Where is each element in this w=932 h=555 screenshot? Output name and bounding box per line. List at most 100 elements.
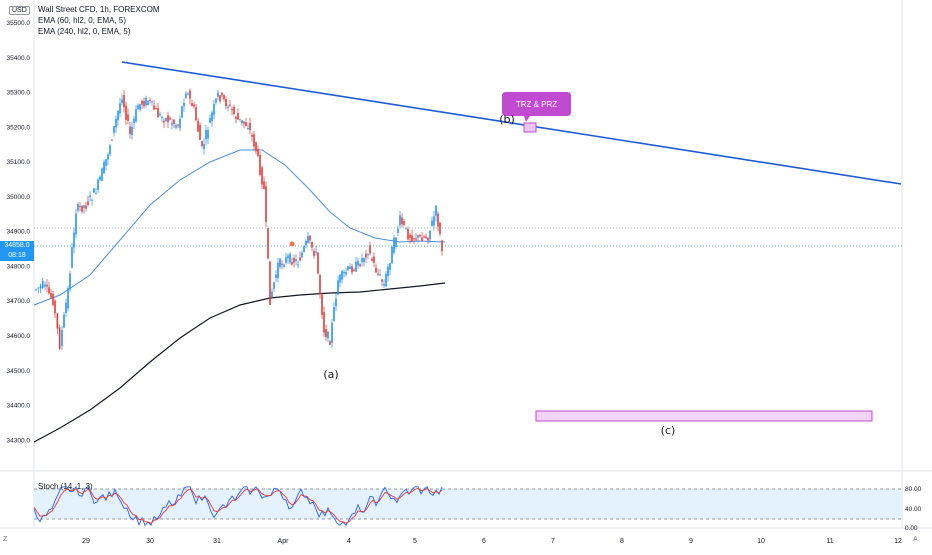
candle-body: [87, 201, 89, 205]
candle-body: [377, 273, 379, 275]
candle-body: [61, 330, 63, 347]
candle-body: [145, 97, 147, 106]
time-tick-label: 5: [413, 538, 417, 545]
stoch-d-line: [33, 487, 443, 524]
candle-body: [159, 113, 161, 116]
symbol-title: Wall Street CFD, 1h, FOREXCOM: [38, 5, 160, 14]
candle-body: [297, 264, 299, 266]
candle-body: [279, 258, 281, 268]
candle-body: [67, 288, 69, 309]
price-tick-label: 34700.0: [7, 298, 31, 305]
candle-body: [287, 255, 289, 259]
price-tick-label: 35300.0: [7, 90, 31, 97]
currency-tag[interactable]: USD: [9, 6, 30, 15]
price-tick-label: 34600.0: [7, 333, 31, 340]
candle-body: [205, 130, 207, 140]
candle-body: [391, 246, 393, 264]
candle-body: [345, 272, 347, 275]
candle-body: [97, 179, 99, 190]
candle-body: [347, 266, 349, 270]
candle-body: [151, 101, 153, 103]
candle-body: [125, 105, 127, 120]
candle-body: [311, 242, 313, 248]
candle-body: [389, 263, 391, 270]
candle-body: [113, 126, 115, 133]
time-tick-label: 30: [146, 538, 154, 545]
candle-body: [163, 120, 165, 123]
candle-body: [48, 287, 50, 294]
candle-body: [439, 222, 441, 234]
candle-body: [373, 256, 375, 263]
stoch-band: [34, 489, 902, 519]
candle-body: [283, 264, 285, 267]
candle-body: [319, 275, 321, 295]
candle-body: [169, 117, 171, 120]
candle-body: [107, 154, 109, 160]
candle-body: [333, 307, 335, 321]
candle-body: [217, 92, 219, 97]
candle-body: [177, 124, 179, 126]
candle-body: [225, 99, 227, 107]
candle-body: [147, 100, 149, 105]
time-tick-label: 31: [213, 538, 221, 545]
time-tick-label: 4: [347, 538, 351, 545]
candle-body: [351, 266, 353, 273]
corner-right[interactable]: A: [913, 536, 918, 543]
price-pane: [34, 0, 902, 470]
candle-body: [271, 291, 273, 298]
candle-body: [419, 235, 421, 237]
candle-body: [119, 103, 121, 114]
candle-body: [219, 95, 221, 102]
callout-text: TRZ & PRZ: [516, 100, 557, 109]
candle-body: [115, 118, 117, 128]
candle-body: [153, 105, 155, 110]
candle-body: [46, 284, 48, 287]
candle-body: [105, 159, 107, 166]
time-axis: 29 30 31 Apr 4 5 6 7 8 9 10 11 12: [82, 538, 902, 545]
candle-body: [291, 262, 293, 265]
candle-body: [193, 104, 195, 107]
signal-dot: [289, 241, 295, 247]
candle-body: [327, 331, 329, 339]
candle-body: [335, 298, 337, 307]
time-tick-label: 12: [894, 538, 902, 545]
candle-body: [331, 322, 333, 343]
candle-body: [441, 240, 443, 252]
candle-body: [131, 126, 133, 136]
candle-body: [201, 141, 203, 146]
candle-body: [185, 93, 187, 99]
last-price-value: 34858.0: [4, 242, 30, 249]
candle-body: [367, 254, 369, 256]
price-tick-label: 34300.0: [7, 437, 31, 444]
candle-body: [365, 253, 367, 258]
candle-body: [289, 253, 291, 263]
candle-body: [93, 188, 95, 193]
candle-body: [421, 237, 423, 242]
candle-body: [181, 106, 183, 118]
candle-body: [403, 221, 405, 225]
candle-body: [227, 106, 229, 108]
candle-body: [245, 122, 247, 127]
candle-body: [56, 313, 59, 329]
candle-body: [95, 193, 97, 195]
corner-left[interactable]: Z: [3, 536, 8, 543]
candle-body: [425, 236, 427, 238]
candle-body: [121, 99, 123, 103]
candle-body: [359, 264, 361, 267]
candle-body: [303, 246, 305, 252]
stoch-series: [33, 485, 443, 527]
candle-body: [167, 115, 169, 123]
candle-body: [179, 118, 181, 129]
price-tick-label: 35200.0: [7, 124, 31, 131]
candle-body: [157, 108, 159, 118]
candle-body: [263, 181, 265, 189]
candle-body: [429, 230, 431, 240]
time-tick-label: 11: [826, 538, 833, 545]
candle-body: [183, 102, 185, 107]
candle-body: [143, 101, 145, 107]
candle-body: [343, 272, 345, 274]
candle-body: [427, 237, 429, 241]
chart-legend: Wall Street CFD, 1h, FOREXCOM EMA (60, h…: [38, 4, 160, 37]
